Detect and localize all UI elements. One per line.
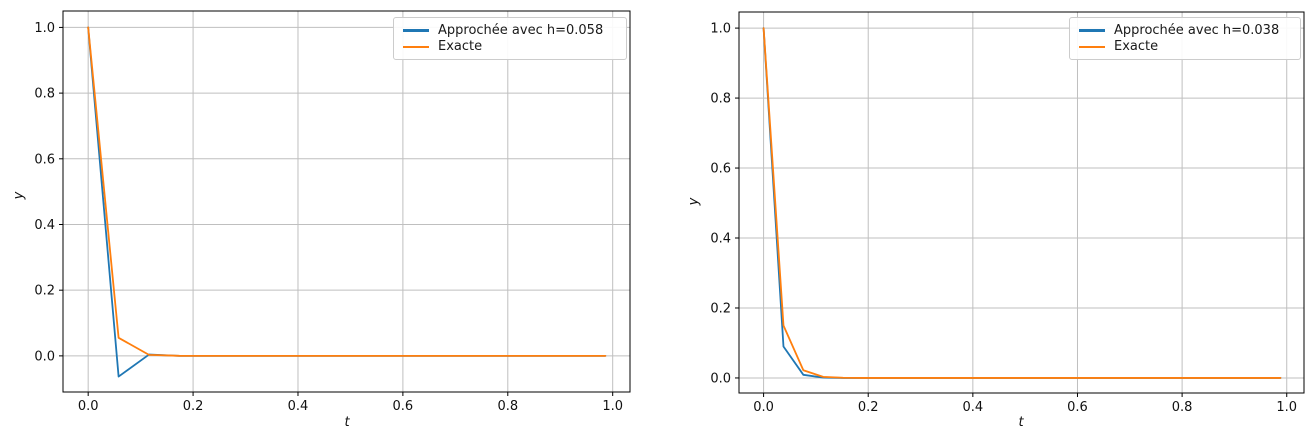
x-tick-label: 0.4 [963, 400, 984, 415]
legend-label: Exacte [438, 39, 483, 55]
x-tick-label: 1.0 [1276, 400, 1297, 415]
y-tick-label: 0.4 [34, 218, 55, 233]
approx-series-line [762, 27, 1282, 379]
legend-label: Approchée avec h=0.038 [1114, 22, 1280, 38]
left-legend: Approchée avec h=0.058 Exacte [393, 17, 627, 60]
right-xlabel: t [1018, 415, 1024, 430]
axes-spines [62, 10, 631, 393]
x-tick-label: 0.0 [753, 400, 774, 415]
y-tick-label: 0.0 [710, 371, 731, 386]
y-tick-label: 0.6 [710, 162, 731, 177]
x-tick-label: 0.2 [183, 399, 204, 414]
y-tick-label: 0.2 [34, 284, 55, 299]
x-tick-label: 1.0 [602, 399, 623, 414]
x-tick-label: 0.6 [393, 399, 414, 414]
x-tick-label: 0.8 [1172, 400, 1193, 415]
approx-line-swatch [1079, 29, 1105, 32]
approx-series-line [87, 26, 607, 378]
legend-entry: Approchée avec h=0.058 [403, 22, 617, 39]
exact-series-line [87, 26, 607, 357]
axes-spines [738, 11, 1305, 394]
legend-entry: Exacte [403, 39, 617, 56]
y-tick-label: 1.0 [34, 21, 55, 36]
left-ylabel: y [11, 191, 27, 200]
y-tick-label: 0.2 [710, 301, 731, 316]
y-tick-label: 0.8 [710, 92, 731, 107]
right-ylabel: y [686, 197, 702, 206]
left-xlabel: t [344, 415, 350, 430]
x-tick-label: 0.6 [1067, 400, 1088, 415]
x-tick-label: 0.8 [497, 399, 518, 414]
legend-entry: Approchée avec h=0.038 [1079, 22, 1291, 39]
y-tick-label: 1.0 [710, 22, 731, 37]
x-tick-label: 0.2 [858, 400, 879, 415]
legend-entry: Exacte [1079, 39, 1291, 56]
approx-line-swatch [403, 29, 429, 32]
right-legend: Approchée avec h=0.038 Exacte [1069, 17, 1301, 60]
exact-line-swatch [403, 45, 429, 48]
exact-line-swatch [1079, 45, 1105, 48]
y-tick-label: 0.8 [34, 87, 55, 102]
y-tick-label: 0.6 [34, 152, 55, 167]
legend-label: Approchée avec h=0.058 [438, 22, 604, 38]
legend-label: Exacte [1114, 39, 1159, 55]
x-tick-label: 0.0 [78, 399, 99, 414]
x-tick-label: 0.4 [288, 399, 309, 414]
exact-series-line [762, 27, 1282, 379]
y-tick-label: 0.4 [710, 232, 731, 247]
y-tick-label: 0.0 [34, 349, 55, 364]
